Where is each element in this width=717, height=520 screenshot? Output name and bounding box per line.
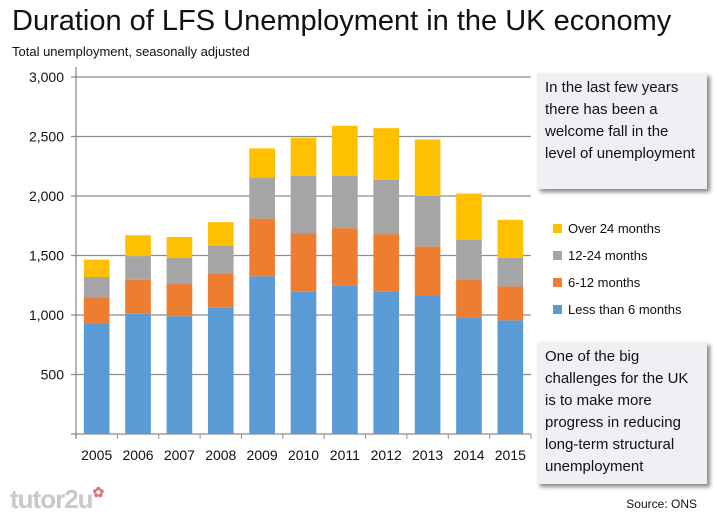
bar-2012-6-12-months bbox=[373, 234, 400, 292]
x-tick-label: 2014 bbox=[453, 447, 484, 463]
bar-2007-12-24-months bbox=[166, 257, 193, 285]
bar-2010-6-12-months bbox=[290, 233, 317, 292]
legend-swatch bbox=[553, 251, 562, 260]
bar-2013-12-24-months bbox=[414, 196, 441, 247]
legend-label: 6-12 months bbox=[568, 275, 641, 290]
bar-2012-over-24-months bbox=[373, 128, 400, 180]
x-tick-label: 2012 bbox=[371, 447, 402, 463]
bar-2010-12-24-months bbox=[290, 175, 317, 234]
bar-2009-12-24-months bbox=[249, 177, 275, 219]
bar-2014-12-24-months bbox=[456, 240, 482, 280]
legend-label: 12-24 months bbox=[568, 248, 648, 263]
bar-2006-over-24-months bbox=[125, 235, 151, 257]
y-tick-label: 500 bbox=[41, 367, 65, 383]
y-tick-label: 1,500 bbox=[29, 248, 64, 264]
legend-item: 6-12 months bbox=[553, 269, 681, 296]
bar-2010-over-24-months bbox=[290, 137, 317, 176]
bar-2008-12-24-months bbox=[207, 245, 234, 274]
y-tick-label: 2,500 bbox=[29, 129, 64, 145]
flower-icon: ✿ bbox=[92, 484, 105, 500]
x-tick-label: 2009 bbox=[247, 447, 278, 463]
annotation-bottom: One of the big challenges for the UK is … bbox=[537, 342, 707, 484]
bar-2009-less-than-6-months bbox=[249, 276, 275, 434]
x-tick-label: 2007 bbox=[164, 447, 195, 463]
logo-text: tutor2u bbox=[10, 484, 94, 514]
x-tick-label: 2006 bbox=[122, 447, 153, 463]
bar-2007-less-than-6-months bbox=[166, 316, 193, 434]
legend-item: Less than 6 months bbox=[553, 296, 681, 323]
bar-2005-less-than-6-months bbox=[83, 323, 110, 434]
bar-2008-over-24-months bbox=[207, 222, 234, 246]
bar-2007-6-12-months bbox=[166, 284, 193, 317]
x-tick-label: 2010 bbox=[288, 447, 319, 463]
legend-label: Less than 6 months bbox=[568, 302, 682, 317]
bar-2007-over-24-months bbox=[166, 237, 193, 258]
legend-item: Over 24 months bbox=[553, 215, 681, 242]
bar-2015-12-24-months bbox=[497, 257, 524, 287]
bar-2013-6-12-months bbox=[414, 246, 441, 296]
legend: Over 24 months 12-24 months 6-12 months Les… bbox=[553, 215, 681, 323]
bar-2008-6-12-months bbox=[207, 273, 234, 308]
bar-2013-less-than-6-months bbox=[414, 295, 441, 434]
tutor2u-logo: tutor2u✿ bbox=[10, 484, 105, 515]
bar-2006-12-24-months bbox=[125, 256, 151, 280]
legend-label: Over 24 months bbox=[568, 221, 661, 236]
x-tick-label: 2005 bbox=[81, 447, 112, 463]
legend-item: 12-24 months bbox=[553, 242, 681, 269]
y-tick-label: 1,000 bbox=[29, 307, 64, 323]
source-note: Source: ONS bbox=[626, 497, 697, 511]
x-tick-label: 2015 bbox=[495, 447, 526, 463]
bar-2011-12-24-months bbox=[332, 175, 358, 229]
y-tick-label: 2,000 bbox=[29, 188, 64, 204]
bar-2010-less-than-6-months bbox=[290, 291, 317, 434]
bar-2013-over-24-months bbox=[414, 139, 441, 196]
bar-2009-over-24-months bbox=[249, 148, 275, 178]
bar-2012-12-24-months bbox=[373, 179, 400, 235]
bar-2014-less-than-6-months bbox=[456, 317, 482, 434]
chart-title: Duration of LFS Unemployment in the UK e… bbox=[12, 5, 672, 37]
bar-2014-6-12-months bbox=[456, 279, 482, 318]
y-tick-label: 3,000 bbox=[29, 69, 64, 85]
bar-2011-6-12-months bbox=[332, 228, 358, 286]
bar-2014-over-24-months bbox=[456, 193, 482, 241]
legend-swatch bbox=[553, 224, 562, 233]
bar-2015-less-than-6-months bbox=[497, 320, 524, 434]
bar-2006-6-12-months bbox=[125, 279, 151, 314]
bar-2005-12-24-months bbox=[83, 276, 110, 298]
legend-swatch bbox=[553, 305, 562, 314]
chart-subtitle: Total unemployment, seasonally adjusted bbox=[12, 44, 250, 59]
bar-2011-over-24-months bbox=[332, 125, 358, 176]
x-tick-label: 2008 bbox=[205, 447, 236, 463]
bar-2011-less-than-6-months bbox=[332, 285, 358, 434]
bar-2006-less-than-6-months bbox=[125, 313, 151, 434]
bar-2009-6-12-months bbox=[249, 218, 275, 277]
bar-2015-6-12-months bbox=[497, 286, 524, 321]
bar-2008-less-than-6-months bbox=[207, 307, 234, 434]
bar-2005-6-12-months bbox=[83, 297, 110, 324]
annotation-top: In the last few years there has been a w… bbox=[537, 73, 707, 189]
bar-2005-over-24-months bbox=[83, 259, 110, 277]
legend-swatch bbox=[553, 278, 562, 287]
bar-2015-over-24-months bbox=[497, 219, 524, 258]
x-tick-label: 2013 bbox=[412, 447, 443, 463]
bar-2012-less-than-6-months bbox=[373, 291, 400, 434]
x-tick-label: 2011 bbox=[330, 447, 360, 463]
